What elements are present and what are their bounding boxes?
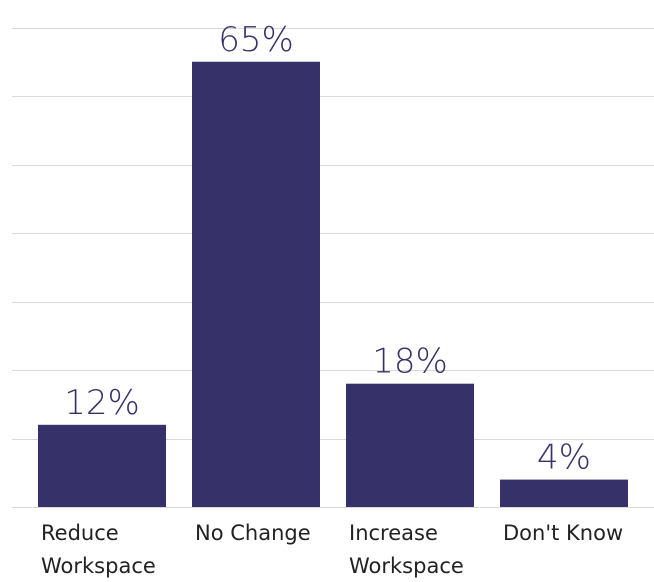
bar bbox=[500, 479, 628, 507]
bar bbox=[192, 61, 320, 507]
category-label: Don't Know bbox=[503, 521, 623, 545]
data-labels: 12% 65% 18% 4% bbox=[64, 20, 591, 478]
category-label: Reduce bbox=[41, 521, 119, 545]
data-label: 18% bbox=[372, 342, 448, 382]
category-label: Increase bbox=[349, 521, 438, 545]
data-label: 65% bbox=[218, 20, 294, 60]
bar bbox=[38, 424, 166, 507]
category-label: Workspace bbox=[349, 554, 464, 578]
bar bbox=[346, 383, 474, 507]
data-label: 12% bbox=[64, 383, 140, 423]
gridlines bbox=[12, 28, 654, 440]
category-label: Workspace bbox=[41, 554, 156, 578]
category-labels: Reduce Workspace No Change Increase Workspac… bbox=[41, 521, 623, 578]
data-label: 4% bbox=[537, 438, 591, 478]
category-label: No Change bbox=[195, 521, 311, 545]
bars bbox=[38, 61, 628, 507]
